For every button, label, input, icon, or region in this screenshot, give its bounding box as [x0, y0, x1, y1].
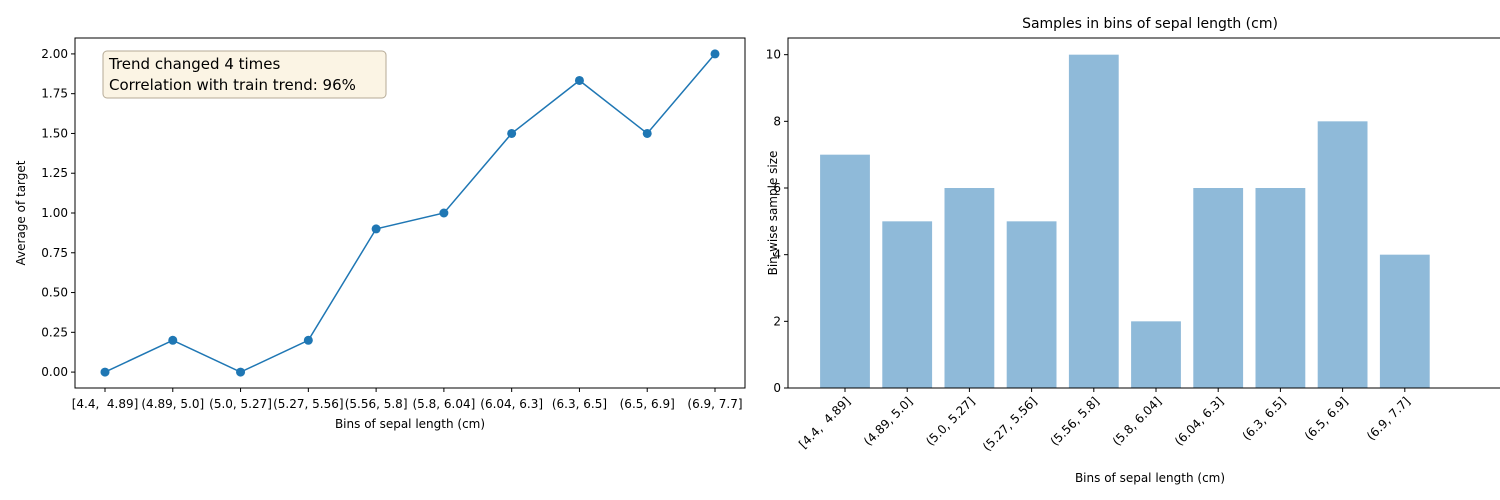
line-series — [104, 53, 716, 373]
bar — [820, 154, 870, 388]
annotation-line-2: Correlation with train trend: 96% — [109, 76, 356, 94]
bar-axes-frame — [787, 37, 1500, 389]
line-x-tick-label: (6.9, 7.7] — [687, 397, 742, 411]
line-x-tick-label: (5.56, 5.8] — [345, 397, 408, 411]
line-point — [710, 49, 720, 59]
bar-y-ticks: 0 2 4 6 8 10 — [766, 48, 788, 395]
line-x-tick-label: (5.0, 5.27] — [209, 397, 272, 411]
bar — [1379, 254, 1430, 388]
line-y-axis-label: Average of target — [14, 160, 28, 265]
bar-y-tick-label: 6 — [773, 181, 781, 195]
bar-y-tick-label: 8 — [773, 114, 781, 128]
line-axes-frame — [74, 37, 746, 389]
bar — [1068, 54, 1119, 389]
line-x-tick-label: [4.4, 4.89] — [72, 397, 139, 411]
line-x-tick-label: (6.04, 6.3] — [480, 397, 543, 411]
line-x-tick-label: (6.5, 6.9] — [620, 397, 675, 411]
bar — [1131, 321, 1181, 388]
bar-y-tick-label: 2 — [773, 314, 781, 328]
bar — [882, 221, 933, 388]
line-y-tick-label: 1.75 — [41, 87, 68, 101]
line-point — [371, 224, 381, 234]
bar-bars — [820, 54, 1430, 389]
line-x-tick-label: (5.8, 6.04] — [412, 397, 475, 411]
line-point — [168, 335, 178, 345]
line-point — [507, 128, 517, 138]
bar — [1255, 188, 1306, 388]
line-x-tick-label: (5.27, 5.56] — [273, 397, 343, 411]
line-x-tick-label: (6.3, 6.5] — [552, 397, 607, 411]
bar — [1193, 188, 1244, 388]
line-x-ticks: [4.4, 4.89] (4.89, 5.0] (5.0, 5.27] (5.27, … — [72, 388, 743, 411]
line-point — [439, 208, 449, 218]
line-y-tick-label: 1.50 — [41, 126, 68, 140]
bar — [1006, 221, 1057, 388]
line-point — [100, 367, 110, 377]
line-y-tick-label: 1.00 — [41, 206, 68, 220]
bar-y-tick-label: 10 — [766, 48, 781, 62]
line-y-tick-label: 1.25 — [41, 166, 68, 180]
annotation-line-1: Trend changed 4 times — [108, 55, 281, 73]
line-x-axis-label: Bins of sepal length (cm) — [335, 417, 485, 431]
line-point — [236, 367, 246, 377]
bar-y-axis-label: Bin-wise sample size — [766, 151, 780, 276]
line-points — [100, 49, 720, 377]
line-y-tick-label: 0.50 — [41, 286, 68, 300]
bar — [944, 188, 995, 388]
line-y-tick-label: 2.00 — [41, 47, 68, 61]
line-point — [303, 335, 313, 345]
line-point — [574, 75, 584, 85]
line-chart: 0.00 0.25 0.50 0.75 1.00 1.25 1.50 1.75 2.00 [4.… — [14, 37, 746, 431]
bar-y-tick-label: 0 — [773, 381, 781, 395]
bar — [1317, 121, 1368, 388]
line-y-ticks: 0.00 0.25 0.50 0.75 1.00 1.25 1.50 1.75 2.00 — [41, 47, 75, 379]
line-x-tick-label: (4.89, 5.0] — [141, 397, 204, 411]
line-point — [642, 128, 652, 138]
bar-y-tick-label: 4 — [773, 248, 781, 262]
line-y-tick-label: 0.00 — [41, 365, 68, 379]
bar-chart-title: Samples in bins of sepal length (cm) — [1022, 16, 1278, 32]
line-y-tick-label: 0.25 — [41, 325, 68, 339]
line-y-tick-label: 0.75 — [41, 246, 68, 260]
bar-x-axis-label: Bins of sepal length (cm) — [1075, 471, 1225, 485]
annotation-box — [102, 50, 387, 99]
